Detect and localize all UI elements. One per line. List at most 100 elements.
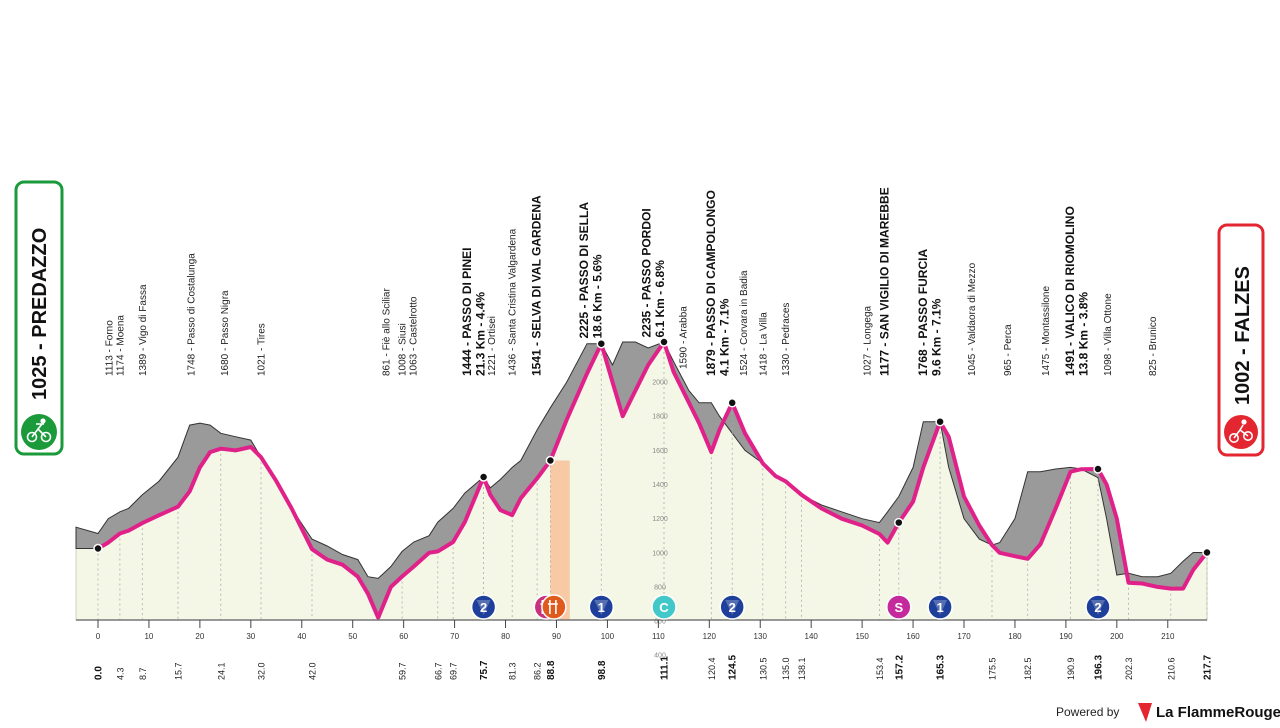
waypoint-label: 2225 - PASSO DI SELLA (577, 202, 591, 339)
climber-icon (1229, 419, 1254, 443)
waypoint-label: 1768 - PASSO FURCIA (916, 249, 930, 376)
km-point-label: 175.5 (988, 657, 998, 680)
altitude-tick-label: 400 (654, 653, 666, 660)
finish-bike-icon-bg (1224, 415, 1258, 449)
km-point-labels: 0.0 4.3 8.7 15.7 24.1 32.0 42.0 59.7 66.7 69.7 75.… (94, 655, 1214, 680)
route-markers: 2 1 C 2 S 1 2 (470, 594, 1111, 620)
km-point-label: 69.7 (449, 662, 459, 680)
summit-dot (596, 338, 607, 349)
footer: Powered by La FlammeRouge (1056, 703, 1280, 722)
km-tick-label: 160 (906, 632, 920, 641)
climb-stats-label: 6.1 Km - 6.8% (653, 260, 667, 338)
altitude-tick-label: 1400 (652, 482, 668, 489)
km-point-label: 59.7 (398, 662, 408, 680)
km-point-label: 135.0 (781, 657, 791, 680)
summit-dot (935, 416, 945, 427)
finish-label: 1002 - FALZES (1232, 266, 1254, 405)
altitude-ticks: 400 600 800 1000 1200 1400 1600 1800 2000 (652, 380, 668, 660)
waypoint-label: 1021 - Tires (257, 323, 268, 376)
km-tick-label: 110 (652, 632, 665, 641)
brand-name: La FlammeRouge (1156, 704, 1280, 721)
altitude-tick-label: 2000 (652, 380, 668, 387)
km-point-label: 66.7 (433, 662, 443, 680)
km-axis: 0 10 20 30 40 50 60 70 80 90 100 110 120 130 140 150 160… (96, 620, 1175, 641)
km-tick-label: 130 (754, 632, 768, 641)
summit-dot (1202, 547, 1212, 558)
altitude-tick-label: 800 (654, 584, 666, 591)
finish-badge: 1002 - FALZES (1217, 223, 1265, 457)
km-tick-label: 180 (1008, 632, 1022, 641)
waypoint-label: 1221 - Ortisei (487, 316, 498, 376)
km-tick-label: 100 (601, 632, 615, 641)
km-point-label: 120.4 (707, 657, 717, 680)
km-tick-label: 200 (1110, 632, 1124, 641)
start-badge-frame (14, 180, 64, 456)
waypoint-label: 1174 - Moena (115, 315, 126, 376)
km-tick-label: 150 (855, 632, 869, 641)
svg-text:2: 2 (1094, 600, 1101, 615)
km-tick-label: 20 (195, 632, 204, 641)
summit-dot (727, 398, 737, 408)
km-point-label: 15.7 (174, 662, 184, 680)
km-point-label: 182.5 (1023, 657, 1033, 680)
altitude-tick-label: 1600 (652, 448, 668, 455)
waypoint-label: 1524 - Corvara in Badia (739, 270, 750, 376)
waypoint-label: 1590 - Arabba (678, 306, 689, 369)
waypoint-label: 1436 - Santa Cristina Valgardena (508, 228, 519, 376)
passo-sella-highlight-band (550, 460, 570, 620)
km-tick-label: 30 (246, 632, 255, 641)
km-tick-label: 90 (552, 632, 561, 641)
summit-dot (894, 517, 904, 528)
svg-text:S: S (894, 600, 903, 615)
km-tick-label: 0 (96, 632, 101, 641)
waypoint-label: 965 - Perca (1003, 324, 1014, 376)
start-bike-icon-bg (21, 414, 57, 450)
finish-badge-frame (1217, 223, 1265, 457)
km-tick-label: 190 (1059, 632, 1073, 641)
km-point-label: 42.0 (308, 662, 318, 680)
km-point-label: 24.1 (216, 662, 226, 680)
km-point-label: 0.0 (94, 666, 105, 680)
waypoint-label: 1113 - Forno (105, 320, 116, 376)
svg-text:2: 2 (480, 600, 487, 615)
km-tick-label: 80 (501, 632, 510, 641)
km-point-label: 98.8 (597, 660, 608, 680)
climb-category-badge: 2 (1085, 594, 1111, 620)
km-tick-label: 40 (297, 632, 306, 641)
svg-text:2: 2 (729, 600, 736, 615)
km-point-label: 196.3 (1094, 655, 1105, 680)
km-point-label: 88.8 (546, 660, 557, 680)
feed-zone-icon (541, 594, 567, 620)
waypoint-label: 1098 - Villa Ottone (1103, 293, 1114, 376)
km-point-label: 111.1 (660, 656, 671, 680)
km-tick-label: 140 (805, 632, 819, 641)
km-tick-label: 70 (450, 632, 459, 641)
km-tick-label: 60 (399, 632, 408, 641)
climb-stats-label: 9.6 Km - 7.1% (929, 298, 943, 376)
svg-text:1: 1 (936, 600, 943, 615)
waypoint-label: 1063 - Castelrotto (408, 296, 419, 376)
waypoint-label: 1330 - Pedraces (781, 303, 792, 376)
waypoint-label: 1444 - PASSO DI PINEI (460, 248, 474, 377)
waypoint-label: 1008 - Siusi (398, 323, 409, 376)
altitude-tick-label: 1800 (652, 414, 668, 421)
waypoint-label: 1879 - PASSO DI CAMPOLONGO (704, 190, 718, 376)
km-point-label: 32.0 (257, 662, 267, 680)
waypoint-label: 2235 - PASSO PORDOI (640, 208, 654, 337)
climb-stats-label: 13.8 Km - 3.8% (1077, 292, 1091, 376)
km-point-label: 81.3 (508, 662, 518, 680)
climb-stats-label: 18.6 Km - 5.6% (591, 254, 605, 338)
waypoint-label: 825 - Brunico (1148, 316, 1159, 376)
altitude-tick-label: 1000 (652, 550, 668, 557)
waypoint-label: 1045 - Valdaora di Mezzo (967, 262, 978, 376)
summit-dot (1093, 464, 1103, 474)
climb-stats-label: 4.1 Km - 7.1% (717, 298, 731, 376)
km-tick-label: 170 (957, 632, 971, 641)
km-tick-label: 210 (1161, 632, 1175, 641)
waypoint-label: 1418 - La Villa (758, 312, 769, 376)
waypoint-label: 1177 - SAN VIGILIO DI MAREBBE (878, 187, 892, 376)
waypoint-label: 1680 - Passo Nigra (220, 290, 231, 376)
cima-coppi-badge: C (651, 594, 677, 620)
